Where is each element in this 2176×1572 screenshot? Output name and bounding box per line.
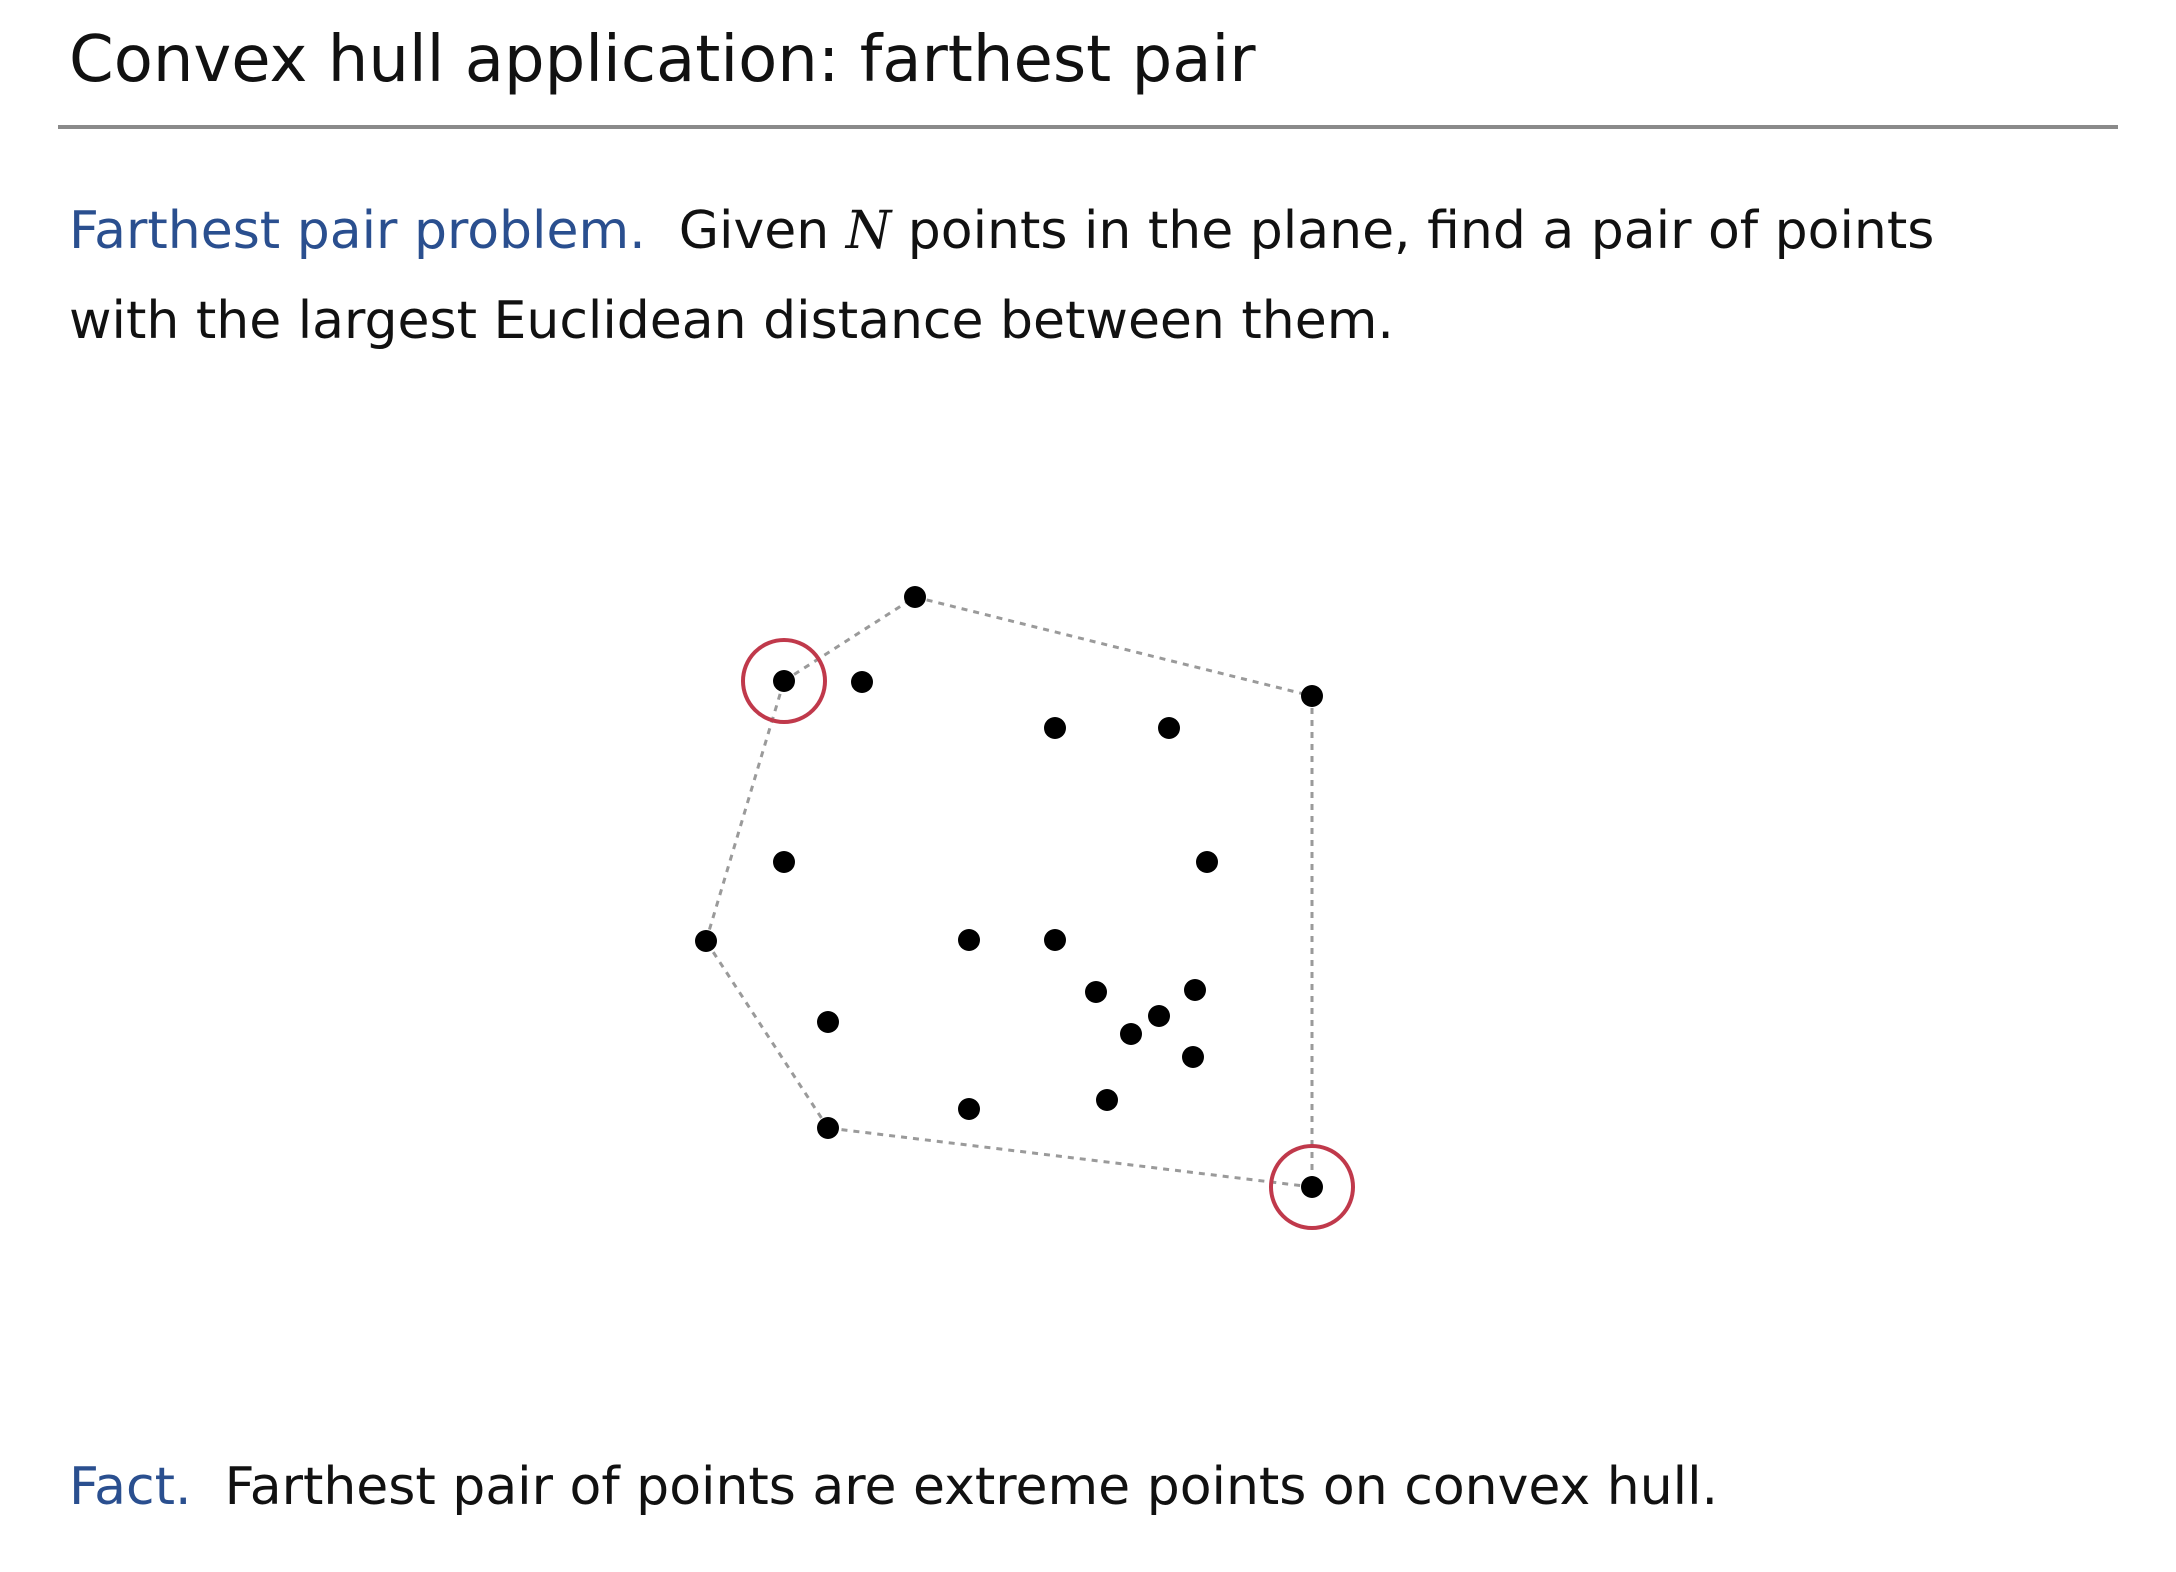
point-hull (904, 586, 926, 608)
point (1148, 1005, 1170, 1027)
slide-title: Convex hull application: farthest pair (69, 23, 1256, 97)
fact-term: Fact. (69, 1457, 192, 1517)
hull-edge (704, 680, 786, 942)
point (817, 1011, 839, 1033)
points (695, 586, 1323, 1198)
variable-n: N (845, 201, 892, 261)
hull-edge (704, 940, 830, 1129)
fact-statement: Fact. Farthest pair of points are extrem… (69, 1442, 1718, 1532)
point (1096, 1089, 1118, 1111)
point (1044, 929, 1066, 951)
point (773, 851, 795, 873)
problem-definition: Farthest pair problem. Given N points in… (69, 186, 1934, 366)
hull-edge (783, 595, 916, 683)
definition-line-1-before: Given (678, 201, 830, 261)
point-hull (1301, 685, 1323, 707)
point (851, 671, 873, 693)
point (958, 1098, 980, 1120)
definition-term: Farthest pair problem. (69, 201, 646, 261)
definition-line-2: with the largest Euclidean distance betw… (69, 291, 1394, 351)
point-hull (1301, 1176, 1323, 1198)
convex-hull-outline (704, 595, 1314, 1189)
point (1044, 717, 1066, 739)
point-hull (817, 1117, 839, 1139)
point (1120, 1023, 1142, 1045)
point (1184, 979, 1206, 1001)
farthest-pair-circle (741, 638, 827, 724)
farthest-pair-circle (1269, 1144, 1355, 1230)
definition-line-1-after: points in the plane, find a pair of poin… (907, 201, 1935, 261)
point (1182, 1046, 1204, 1068)
point (958, 929, 980, 951)
farthest-pair-highlights (741, 638, 1355, 1230)
point-hull (695, 930, 717, 952)
point-hull (773, 670, 795, 692)
point (1085, 981, 1107, 1003)
point (1196, 851, 1218, 873)
hull-edge (827, 1126, 1313, 1189)
point (1158, 717, 1180, 739)
hull-edge (914, 595, 1313, 698)
definition-line-1: Farthest pair problem. Given N points in… (69, 186, 1934, 276)
title-divider (58, 125, 2118, 129)
fact-text: Farthest pair of points are extreme poin… (224, 1457, 1719, 1517)
